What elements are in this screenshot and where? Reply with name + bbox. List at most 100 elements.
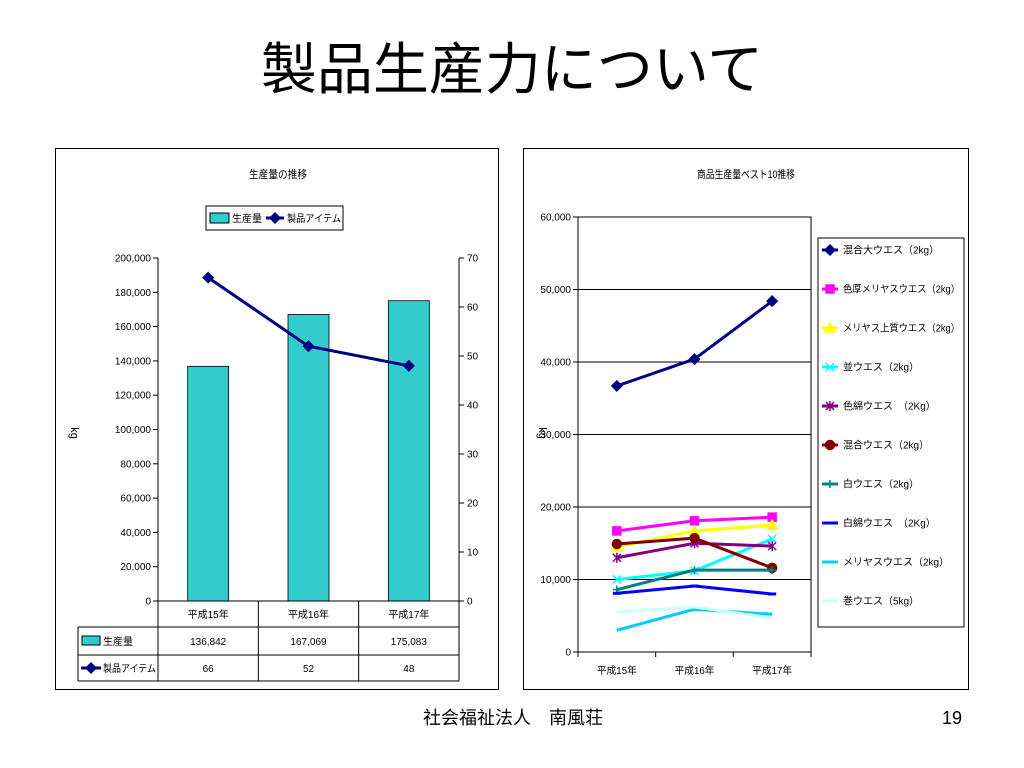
y2-tick-label: 70 bbox=[467, 254, 479, 265]
legend-key-marker bbox=[825, 362, 835, 372]
legend-item: 巻ウエス（5kg） bbox=[822, 596, 919, 608]
series-marker bbox=[612, 552, 622, 563]
y-tick-label: 10,000 bbox=[540, 575, 571, 586]
legend-item: 色厚メリヤスウエス（2kg） bbox=[822, 283, 960, 296]
legend-label: 巻ウエス（5kg） bbox=[843, 596, 919, 608]
y-tick-label: 200,000 bbox=[115, 254, 152, 265]
y-tick-label: 50,000 bbox=[540, 285, 571, 296]
legend-key-marker bbox=[826, 480, 834, 488]
series-marker bbox=[765, 518, 779, 530]
legend-label: 白綿ウエス （2Kg） bbox=[843, 517, 936, 530]
legend-item: メリヤスウエス（2kg） bbox=[822, 557, 949, 569]
y-tick-label: 60,000 bbox=[120, 494, 151, 505]
table-cell: 136,842 bbox=[190, 637, 227, 648]
x-tick-label: 平成16年 bbox=[675, 664, 715, 677]
legend-label: 生産量 bbox=[232, 212, 262, 225]
legend-item: 白ウエス（2kg） bbox=[822, 478, 919, 491]
series-marker bbox=[690, 566, 699, 575]
legend-item: 白綿ウエス （2Kg） bbox=[822, 517, 936, 530]
legend-key-marker bbox=[823, 321, 837, 333]
legend-item: メリヤス上質ウエス（2kg） bbox=[822, 321, 960, 335]
series-marker bbox=[767, 541, 777, 552]
table-cell: 167,069 bbox=[290, 637, 327, 648]
table-category-label: 平成17年 bbox=[388, 608, 429, 621]
production-volume-chart: 生産量の推移 kg 生産量 製品アイテム 0 20,000 40,000 60,000 80,0… bbox=[55, 148, 499, 690]
legend-key-marker bbox=[823, 243, 837, 257]
table-cell: 48 bbox=[403, 664, 415, 675]
legend-key-marker bbox=[825, 401, 835, 411]
legend-label: 色厚メリヤスウエス（2kg） bbox=[843, 283, 960, 296]
y2-tick-label: 60 bbox=[467, 303, 479, 314]
table-row-label: 生産量 bbox=[103, 635, 133, 648]
legend-item: 製品アイテム bbox=[266, 211, 341, 225]
series-marker bbox=[768, 566, 777, 575]
footer-organization: 社会福祉法人 南風荘 bbox=[423, 708, 603, 728]
series-marker bbox=[767, 534, 777, 544]
legend: 混合大ウエス（2kg） 色厚メリヤスウエス（2kg） メリヤス上質ウエス（2kg） 並… bbox=[817, 237, 965, 628]
y-tick-label: 140,000 bbox=[115, 356, 152, 367]
y2-tick-label: 30 bbox=[467, 450, 479, 461]
x-tick-label: 平成15年 bbox=[597, 664, 637, 677]
item-count-marker bbox=[302, 340, 315, 353]
series-line bbox=[616, 607, 773, 632]
y-tick-label: 60,000 bbox=[540, 213, 571, 224]
chart-title: 商品生産量ベスト10推移 bbox=[697, 167, 795, 181]
legend-label: メリヤスウエス（2kg） bbox=[843, 557, 949, 569]
x-tick-label: 平成17年 bbox=[752, 664, 792, 677]
item-count-marker bbox=[202, 271, 215, 284]
legend-item: 並ウエス（2kg） bbox=[822, 361, 919, 374]
series-line bbox=[616, 605, 773, 620]
table-key-marker bbox=[84, 661, 98, 675]
series-marker bbox=[689, 516, 700, 526]
legend-label: 製品アイテム bbox=[287, 212, 341, 225]
legend-label: 混合大ウエス（2kg） bbox=[843, 244, 939, 257]
y-tick-label: 80,000 bbox=[120, 459, 151, 470]
legend-key-marker bbox=[825, 284, 835, 294]
series-marker bbox=[612, 574, 622, 585]
table-cell: 52 bbox=[303, 664, 315, 675]
y-tick-label: 120,000 bbox=[115, 391, 152, 402]
legend: 生産量 製品アイテム bbox=[205, 205, 344, 231]
legend-label: 色綿ウエス （2Kg） bbox=[843, 400, 936, 413]
chart-title: 生産量の推移 bbox=[249, 167, 307, 181]
table-row-label: 製品アイテム bbox=[103, 662, 156, 675]
slide-title: 製品生産力について bbox=[260, 38, 764, 101]
y2-tick-label: 40 bbox=[467, 401, 479, 412]
y-axis-title: kg bbox=[68, 427, 80, 439]
table-category-label: 平成16年 bbox=[288, 608, 329, 621]
table-category-label: 平成15年 bbox=[188, 608, 229, 621]
y2-tick-label: 10 bbox=[467, 548, 479, 559]
series-marker bbox=[766, 295, 779, 308]
table-cell: 175,083 bbox=[391, 637, 428, 648]
legend-key-bar bbox=[209, 212, 230, 224]
series-8 bbox=[612, 584, 777, 596]
series-marker bbox=[612, 526, 622, 536]
legend-label: 混合ウエス（2kg） bbox=[843, 439, 929, 452]
series-marker bbox=[610, 379, 623, 392]
legend-label: メリヤス上質ウエス（2kg） bbox=[843, 322, 960, 335]
table-cell: 66 bbox=[203, 664, 215, 675]
table-key-bar bbox=[81, 635, 101, 646]
y-tick-label: 20,000 bbox=[120, 562, 151, 573]
legend-label: 並ウエス（2kg） bbox=[843, 361, 919, 374]
legend-item: 生産量 bbox=[209, 212, 262, 225]
legend-item: 混合大ウエス（2kg） bbox=[822, 244, 939, 257]
y2-tick-label: 50 bbox=[467, 352, 479, 363]
top10-products-chart: 商品生産量ベスト10推移 kg 0 10,000 20,000 30,000 40,000 5… bbox=[523, 148, 969, 690]
series-9 bbox=[616, 607, 773, 632]
series-marker bbox=[689, 532, 700, 544]
legend-item: 色綿ウエス （2Kg） bbox=[822, 400, 936, 413]
y-tick-label: 100,000 bbox=[115, 425, 152, 436]
y2-tick-label: 20 bbox=[467, 499, 479, 510]
y-tick-label: 40,000 bbox=[120, 528, 151, 539]
y-tick-label: 0 bbox=[145, 597, 151, 608]
legend-box bbox=[817, 237, 965, 628]
y-tick-label: 20,000 bbox=[540, 503, 571, 514]
page-number: 19 bbox=[941, 708, 962, 728]
legend-label: 白ウエス（2kg） bbox=[843, 478, 919, 491]
legend-item: 混合ウエス（2kg） bbox=[822, 439, 929, 452]
y2-tick-label: 0 bbox=[467, 597, 473, 608]
series-marker bbox=[688, 353, 701, 366]
y-tick-label: 160,000 bbox=[115, 322, 152, 333]
